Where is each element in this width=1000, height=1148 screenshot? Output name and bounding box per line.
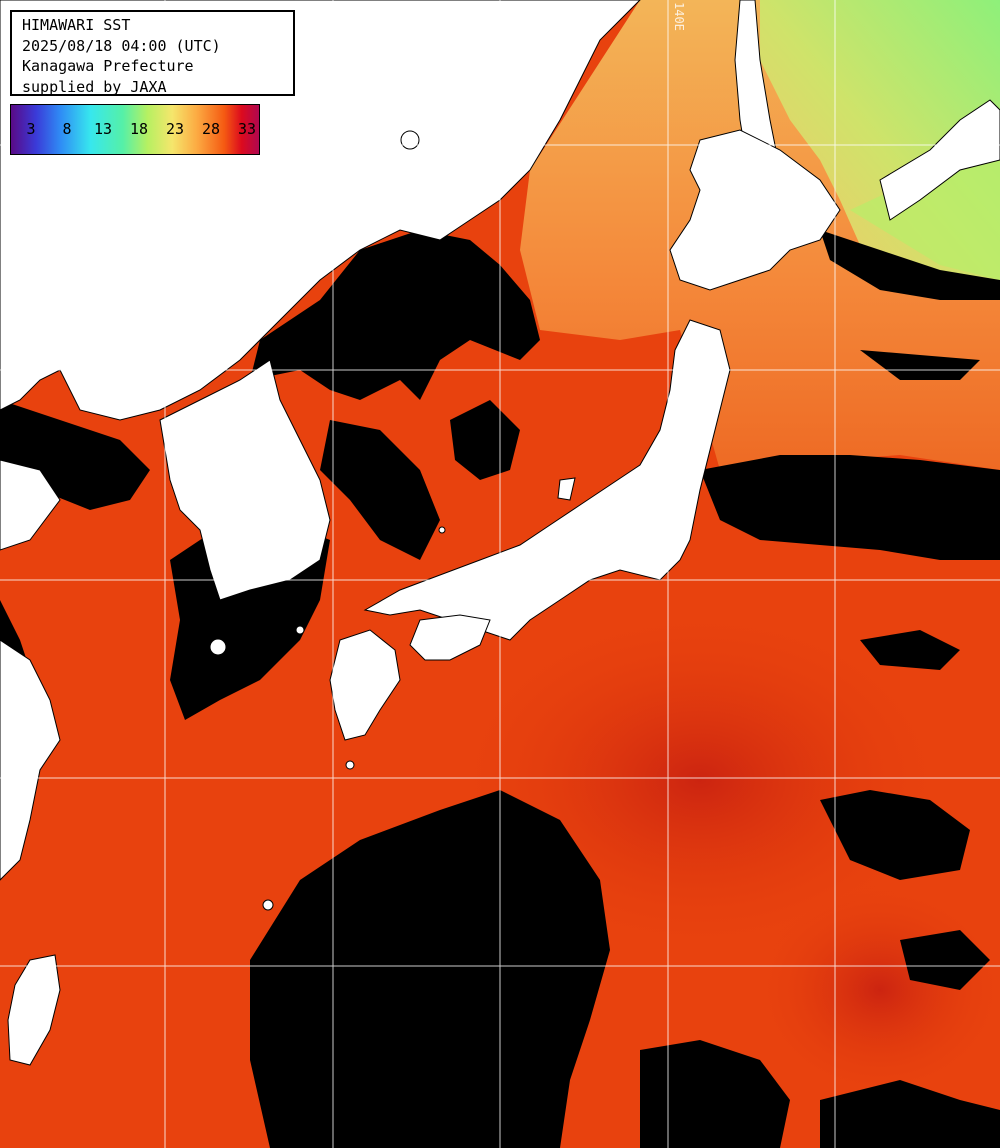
cloud-sea-of-japan-mid — [450, 400, 520, 480]
info-region: Kanagawa Prefecture — [22, 57, 194, 75]
colorbar-tick-3: 3 — [26, 120, 36, 138]
cloud-sea-of-japan — [250, 230, 540, 400]
cloud-south-center — [640, 1040, 790, 1148]
land-hokkaido — [669, 129, 841, 291]
island-tsushima — [295, 625, 305, 635]
island-okinawa-1 — [262, 899, 274, 911]
cloud-east-strip — [860, 350, 980, 380]
colorbar-tick-23: 23 — [165, 120, 185, 138]
info-credit: supplied by JAXA — [22, 77, 167, 96]
cloud-southeast-bottom — [820, 1080, 1000, 1148]
colorbar-tick-18: 18 — [129, 120, 149, 138]
cloud-south-large — [250, 790, 610, 1148]
grid-label-140e: 140E — [672, 2, 686, 31]
sea-cool-northeast — [850, 140, 1000, 280]
cloud-sea-of-japan-south — [320, 420, 440, 560]
land-shikoku — [409, 614, 491, 661]
sea-hot-area-2 — [750, 880, 1000, 1100]
info-box: HIMAWARI SST 2025/08/18 04:00 (UTC) Kana… — [10, 10, 295, 96]
colorbar-tick-8: 8 — [62, 120, 72, 138]
cloud-north-band — [820, 230, 1000, 300]
land-korea — [159, 359, 331, 601]
cloud-south-mid — [430, 880, 540, 980]
island-jeju — [209, 638, 227, 656]
colorbar-tick-28: 28 — [201, 120, 221, 138]
island-sea-2 — [438, 526, 446, 534]
grid-label-40n: 40N — [2, 352, 24, 366]
info-datetime: 2025/08/18 04:00 (UTC) — [22, 36, 221, 55]
land-russia-east — [879, 99, 1000, 221]
island-okinawa-2 — [345, 760, 355, 770]
info-title: HIMAWARI SST — [22, 16, 131, 34]
grid-label-30n: 30N — [2, 760, 24, 774]
color-scale-bar: 3 8 13 18 23 28 33 — [10, 104, 260, 155]
land-taiwan — [7, 954, 61, 1066]
colorbar-tick-13: 13 — [93, 120, 113, 138]
land-china-coast — [0, 459, 61, 881]
cloud-east-mid — [860, 630, 960, 670]
island-sea-1 — [400, 130, 420, 150]
cloud-southeast — [820, 790, 970, 880]
cloud-pacific-east — [700, 455, 1000, 560]
cloud-southeast-small — [900, 930, 990, 990]
colorbar-tick-33: 33 — [237, 120, 257, 138]
land-sado — [557, 477, 576, 501]
